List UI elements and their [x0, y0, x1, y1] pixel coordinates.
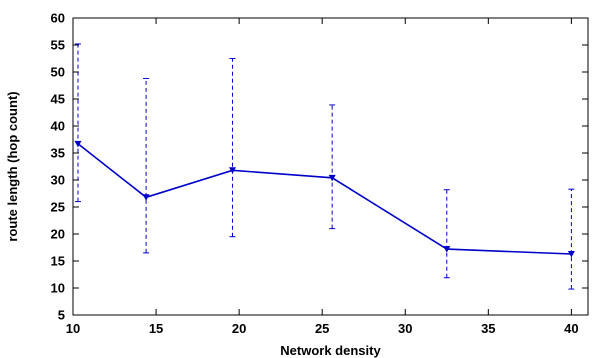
x-tick-label: 35: [481, 321, 495, 336]
x-tick-label: 25: [315, 321, 329, 336]
series-polyline: [77, 143, 572, 255]
data-markers: [74, 140, 575, 258]
x-tick-label: 15: [149, 321, 163, 336]
y-tick-label: 30: [51, 173, 65, 188]
y-axis-title: route length (hop count): [5, 91, 20, 241]
y-tick-label: 50: [51, 65, 65, 80]
x-axis: 10 15 20 25 30 35 40: [66, 18, 579, 336]
y-tick-label: 40: [51, 119, 65, 134]
y-tick-label: 10: [51, 281, 65, 296]
data-point-marker: [567, 250, 575, 258]
error-bars: [74, 43, 575, 290]
y-tick-label: 20: [51, 227, 65, 242]
y-tick-label: 35: [51, 146, 65, 161]
plot-frame: [72, 17, 589, 316]
y-tick-label: 55: [51, 38, 65, 53]
y-tick-label: 60: [51, 11, 65, 26]
data-point-marker: [228, 167, 236, 174]
x-tick-label: 40: [564, 321, 578, 336]
data-point-marker: [328, 174, 336, 182]
data-point-marker: [74, 140, 82, 148]
x-tick-label: 20: [232, 321, 246, 336]
y-axis: 5 10 15 20 25 30 35 40 45 50 55 60: [51, 11, 588, 323]
data-point-marker: [142, 194, 150, 201]
x-tick-label: 10: [66, 321, 80, 336]
data-point-marker: [443, 246, 451, 253]
y-tick-label: 5: [58, 308, 65, 323]
x-tick-label: 30: [398, 321, 412, 336]
x-axis-title: Network density: [280, 343, 381, 358]
y-tick-label: 45: [51, 92, 65, 107]
y-tick-label: 25: [51, 200, 65, 215]
y-tick-label: 15: [51, 254, 65, 269]
series-line: [77, 143, 572, 255]
